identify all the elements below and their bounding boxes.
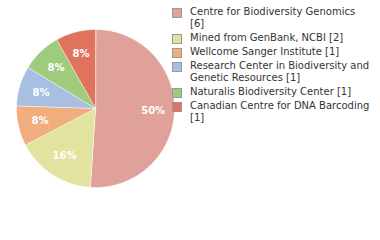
html-text:Naturalis Biodiversity Center: Naturalis Biodiversity Center [1]	[190, 86, 352, 97]
html-text:Centre for Biodiversity Genomi: Centre for Biodiversity Genomics [6]	[190, 6, 356, 29]
svg-text:8%: 8%	[32, 87, 49, 98]
svg-text:8%: 8%	[32, 115, 49, 126]
html-text:Research Center in Biodiversit: Research Center in Biodiversity and Gene…	[190, 60, 370, 83]
svg-text:8%: 8%	[47, 62, 64, 73]
svg-text:8%: 8%	[73, 48, 90, 59]
svg-text:50%: 50%	[141, 105, 165, 116]
html-text:Wellcome Sanger Institute [1]: Wellcome Sanger Institute [1]	[190, 46, 340, 57]
svg-text:16%: 16%	[53, 150, 77, 161]
html-text:Mined from GenBank, NCBI [2]: Mined from GenBank, NCBI [2]	[190, 32, 344, 43]
html-text:Canadian Centre for DNA Barcod: Canadian Centre for DNA Barcoding [1]	[190, 100, 370, 123]
